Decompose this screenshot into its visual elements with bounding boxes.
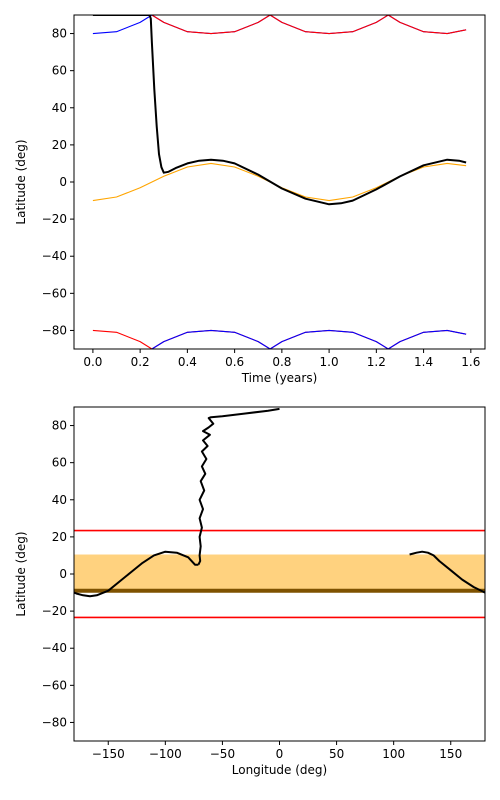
series-line-0: [92, 15, 467, 35]
x-tick-label: 1.4: [414, 355, 433, 369]
x-tick-label: 1.0: [320, 355, 339, 369]
x-tick-label: 0.8: [272, 355, 291, 369]
y-tick-label: −20: [42, 604, 67, 618]
x-tick-label: −50: [210, 747, 235, 761]
x-tick-label: 150: [439, 747, 462, 761]
y-tick-label: 0: [59, 175, 67, 189]
y-tick-label: 80: [52, 27, 67, 41]
y-tick-label: 40: [52, 493, 67, 507]
y-axis-label: Latitude (deg): [14, 139, 28, 224]
x-tick-label: 0.2: [131, 355, 150, 369]
series-line-4: [92, 162, 467, 202]
axes-frame: [73, 14, 486, 350]
series-line-1: [151, 15, 467, 35]
series-line-3: [151, 329, 467, 349]
y-tick-label: −40: [42, 641, 67, 655]
x-tick-label: 0.4: [178, 355, 197, 369]
series-line-1: [74, 550, 199, 598]
x-tick-label: 50: [329, 747, 344, 761]
x-tick-label: −100: [149, 747, 182, 761]
y-tick-label: 60: [52, 64, 67, 78]
y-tick-label: 60: [52, 456, 67, 470]
y-tick-label: −80: [42, 715, 67, 729]
plot-area: [92, 15, 467, 349]
x-tick-label: 1.6: [461, 355, 480, 369]
y-tick-label: −80: [42, 323, 67, 337]
x-tick-label: 1.2: [367, 355, 386, 369]
series-line-2: [409, 550, 485, 594]
y-tick-label: −20: [42, 212, 67, 226]
x-tick-label: 100: [382, 747, 405, 761]
series-line-0: [197, 407, 280, 566]
x-tick-label: 0.6: [225, 355, 244, 369]
plot-area: [74, 407, 485, 619]
y-tick-label: 0: [59, 567, 67, 581]
y-tick-label: 40: [52, 101, 67, 115]
y-tick-label: 20: [52, 138, 67, 152]
series-line-5: [92, 15, 467, 206]
x-axis-label: Time (years): [241, 371, 318, 385]
series-line-2: [92, 329, 467, 349]
longitude-latitude-panel: −150 −100 −50 0 50 100 150 −80 −60 −40 −20 0 20 40 60 8…: [14, 406, 486, 777]
x-tick-label: 0.0: [83, 355, 102, 369]
y-tick-label: 80: [52, 419, 67, 433]
y-tick-label: −40: [42, 249, 67, 263]
y-axis-label: Latitude (deg): [14, 531, 28, 616]
x-tick-label: 0: [276, 747, 284, 761]
x-axis-label: Longitude (deg): [232, 763, 327, 777]
y-tick-label: −60: [42, 286, 67, 300]
y-tick-label: −60: [42, 678, 67, 692]
time-latitude-panel: 0.0 0.2 0.4 0.6 0.8 1.0 1.2 1.4 1.6 −80 −60 −40 −20 0…: [14, 14, 486, 385]
x-tick-label: −150: [92, 747, 125, 761]
tropical-band: [74, 554, 485, 591]
y-tick-label: 20: [52, 530, 67, 544]
